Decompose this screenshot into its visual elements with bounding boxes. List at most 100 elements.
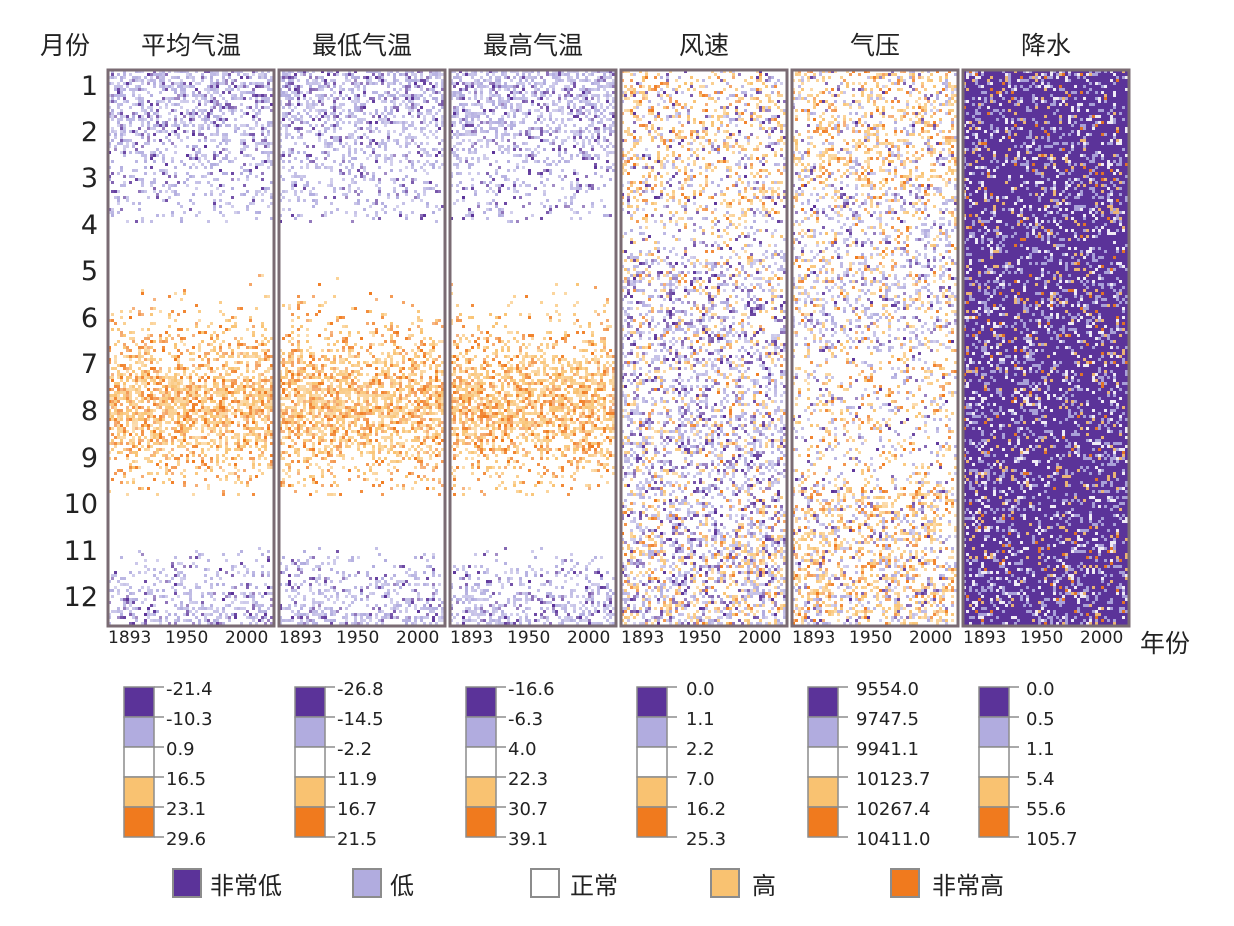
heatmap-cell (387, 469, 390, 472)
heatmap-cell (240, 382, 243, 385)
heatmap-cell (159, 580, 162, 583)
heatmap-cell (156, 76, 159, 79)
heatmap-cell (399, 73, 402, 76)
heatmap-cell (336, 139, 339, 142)
heatmap-cell (120, 577, 123, 580)
heatmap-cell (141, 394, 144, 397)
heatmap-cell (441, 79, 444, 82)
heatmap-cell (258, 382, 261, 385)
heatmap-cell (300, 355, 303, 358)
heatmap-cell (114, 424, 117, 427)
heatmap-cell (222, 352, 225, 355)
heatmap-cell (441, 85, 444, 88)
heatmap-cell (183, 406, 186, 409)
heatmap-cell (234, 415, 237, 418)
heatmap-cell (312, 394, 315, 397)
heatmap-cell (423, 442, 426, 445)
heatmap-cell (210, 430, 213, 433)
heatmap-cell (177, 361, 180, 364)
heatmap-cell (423, 133, 426, 136)
heatmap-cell (114, 586, 117, 589)
heatmap-cell (195, 397, 198, 400)
heatmap-cell (429, 436, 432, 439)
heatmap-cell (207, 622, 210, 625)
heatmap-cell (390, 178, 393, 181)
heatmap-cell (222, 106, 225, 109)
heatmap-cell (237, 424, 240, 427)
heatmap-cell (435, 394, 438, 397)
heatmap-cell (282, 421, 285, 424)
heatmap-cell (342, 97, 345, 100)
heatmap-cell (300, 91, 303, 94)
heatmap-cell (216, 187, 219, 190)
heatmap-cell (123, 184, 126, 187)
heatmap-cell (312, 364, 315, 367)
heatmap-cell (264, 73, 267, 76)
heatmap-cell (168, 469, 171, 472)
heatmap-cell (399, 184, 402, 187)
heatmap-cell (378, 97, 381, 100)
heatmap-cell (288, 358, 291, 361)
heatmap-cell (321, 364, 324, 367)
heatmap-cell (270, 397, 273, 400)
heatmap-cell (435, 424, 438, 427)
heatmap-cell (219, 394, 222, 397)
heatmap-cell (378, 187, 381, 190)
heatmap-cell (417, 451, 420, 454)
heatmap-cell (144, 613, 147, 616)
heatmap-cell (285, 361, 288, 364)
heatmap-cell (267, 424, 270, 427)
heatmap-cell (204, 574, 207, 577)
heatmap-cell (366, 79, 369, 82)
heatmap-cell (336, 400, 339, 403)
heatmap-cell (306, 382, 309, 385)
heatmap-cell (168, 316, 171, 319)
heatmap-cell (177, 400, 180, 403)
heatmap-cell (183, 163, 186, 166)
heatmap-cell (198, 94, 201, 97)
heatmap-cell (408, 97, 411, 100)
heatmap-cell (141, 355, 144, 358)
heatmap-cell (363, 133, 366, 136)
heatmap-cell (240, 412, 243, 415)
heatmap-cell (333, 109, 336, 112)
heatmap-cell (168, 433, 171, 436)
heatmap-cell (420, 379, 423, 382)
heatmap-cell (222, 490, 225, 493)
heatmap-cell (240, 445, 243, 448)
heatmap-cell (165, 376, 168, 379)
heatmap-cell (258, 211, 261, 214)
heatmap-cell (384, 121, 387, 124)
heatmap-cell (363, 400, 366, 403)
heatmap-cell (351, 421, 354, 424)
heatmap-cell (255, 193, 258, 196)
heatmap-cell (312, 400, 315, 403)
heatmap-cell (156, 397, 159, 400)
heatmap-cell (243, 436, 246, 439)
heatmap-cell (147, 139, 150, 142)
heatmap-cell (312, 388, 315, 391)
heatmap-cell (420, 166, 423, 169)
heatmap-cell (249, 346, 252, 349)
heatmap-cell (183, 586, 186, 589)
heatmap-cell (120, 352, 123, 355)
heatmap-cell (393, 364, 396, 367)
heatmap-cell (435, 322, 438, 325)
heatmap-cell (288, 118, 291, 121)
heatmap-cell (186, 76, 189, 79)
heatmap-cell (339, 403, 342, 406)
heatmap-cell (153, 349, 156, 352)
heatmap-cell (327, 412, 330, 415)
heatmap-cell (270, 181, 273, 184)
heatmap-cell (300, 166, 303, 169)
heatmap-cell (423, 82, 426, 85)
heatmap-cell (324, 427, 327, 430)
heatmap-cell (249, 592, 252, 595)
heatmap-cell (429, 112, 432, 115)
heatmap-cell (252, 574, 255, 577)
heatmap-cell (144, 142, 147, 145)
heatmap-cell (186, 427, 189, 430)
heatmap-cell (417, 439, 420, 442)
heatmap-cell (189, 565, 192, 568)
heatmap-cell (336, 277, 339, 280)
